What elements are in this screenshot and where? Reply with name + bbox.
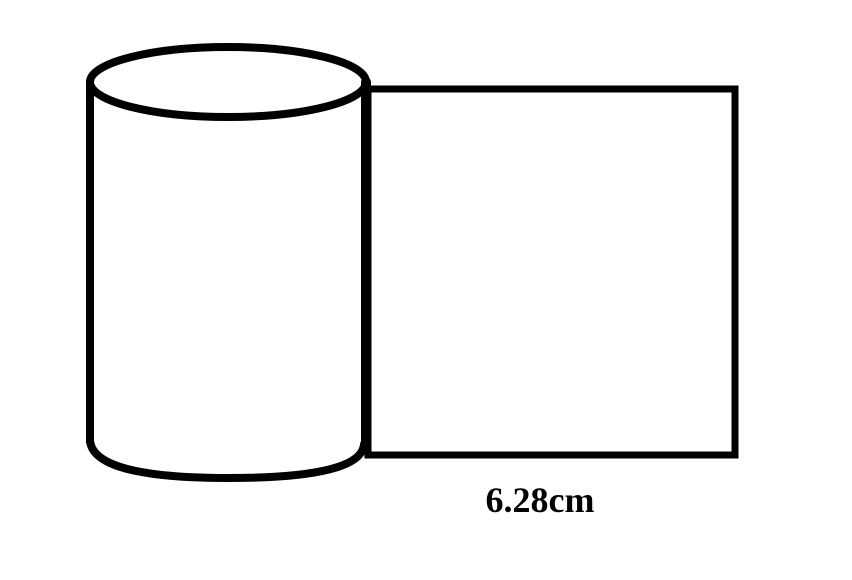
cylinder	[86, 43, 371, 483]
cylinder-top-ellipse	[86, 43, 370, 121]
cylinder-bottom-arc	[86, 436, 368, 483]
rectangle-width-label: 6.28cm	[485, 480, 595, 520]
unrolled-rectangle	[364, 85, 739, 459]
